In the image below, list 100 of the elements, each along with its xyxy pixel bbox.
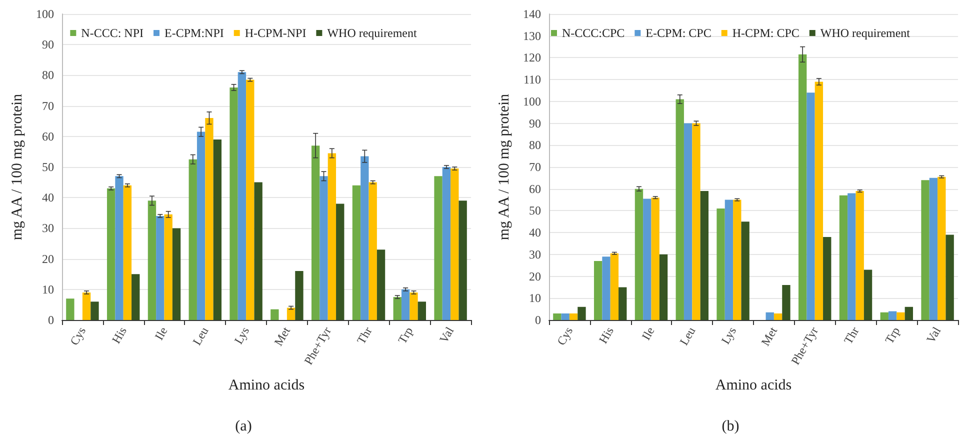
x-axis-title: Amino acids bbox=[228, 378, 305, 394]
y-tick-label: 90 bbox=[529, 116, 541, 130]
bar bbox=[376, 250, 386, 320]
bar bbox=[132, 274, 140, 320]
bar bbox=[806, 92, 815, 320]
y-tick-label: 50 bbox=[42, 160, 54, 174]
bar bbox=[311, 146, 320, 320]
bar bbox=[410, 292, 418, 320]
legend-label: WHO requirement bbox=[820, 26, 911, 40]
bar bbox=[188, 159, 197, 320]
x-tick-label: Ile bbox=[152, 324, 170, 342]
bar bbox=[896, 312, 905, 320]
bar bbox=[692, 123, 700, 320]
y-tick-label: 50 bbox=[529, 204, 541, 218]
x-tick-label: Leu bbox=[676, 324, 698, 348]
bar bbox=[766, 312, 774, 320]
bar bbox=[610, 253, 619, 320]
bar bbox=[66, 298, 74, 320]
bar bbox=[676, 99, 684, 320]
y-tick-label: 40 bbox=[42, 190, 54, 205]
bar bbox=[156, 216, 164, 320]
y-tick-label: 70 bbox=[529, 160, 541, 174]
bar bbox=[578, 306, 586, 320]
y-axis-title: mg AA / 100 mg protein bbox=[496, 93, 513, 240]
bar bbox=[90, 302, 99, 320]
bar bbox=[553, 313, 562, 320]
text: (a) bbox=[235, 418, 252, 434]
bar bbox=[328, 153, 336, 320]
bar bbox=[320, 176, 328, 320]
bar bbox=[458, 200, 467, 320]
bar bbox=[634, 188, 644, 320]
bar bbox=[230, 87, 238, 320]
x-axis-title: Amino acids bbox=[715, 378, 792, 394]
legend-label: H-CPM: CPC bbox=[732, 26, 800, 40]
x-tick-label: Trp bbox=[882, 324, 903, 346]
y-tick-label: 30 bbox=[42, 221, 54, 236]
y-tick-label: 100 bbox=[523, 94, 541, 108]
bar bbox=[946, 234, 954, 320]
legend-label: E-CPM: CPC bbox=[646, 26, 712, 40]
x-tick-label: Ile bbox=[638, 324, 658, 342]
bar bbox=[659, 254, 668, 320]
bar bbox=[921, 180, 930, 320]
bar bbox=[569, 313, 578, 320]
bar bbox=[814, 82, 824, 320]
bar bbox=[880, 312, 888, 320]
x-tick-label: Cys bbox=[554, 324, 576, 348]
y-tick-label: 0 bbox=[48, 313, 54, 327]
y-tick-label: 40 bbox=[529, 226, 541, 240]
x-tick-label: Leu bbox=[190, 324, 212, 348]
bar bbox=[336, 204, 344, 320]
x-tick-label: Lys bbox=[231, 324, 252, 347]
y-tick-label: 10 bbox=[529, 291, 541, 306]
bar bbox=[418, 302, 426, 320]
bar bbox=[700, 191, 709, 320]
bar bbox=[196, 132, 206, 320]
bar bbox=[442, 167, 451, 320]
x-tick-label: His bbox=[108, 324, 130, 346]
y-tick-label: 110 bbox=[523, 72, 541, 87]
bar bbox=[213, 139, 222, 320]
bar bbox=[651, 198, 660, 320]
bar bbox=[368, 182, 377, 320]
x-tick-label: Lys bbox=[718, 324, 740, 347]
bar bbox=[733, 200, 742, 320]
bar bbox=[938, 176, 946, 320]
y-tick-label: 90 bbox=[42, 38, 54, 52]
y-tick-label: 10 bbox=[42, 282, 54, 296]
bar bbox=[904, 306, 914, 320]
legend-label: E-CPM:NPI bbox=[164, 26, 224, 40]
y-tick-label: 20 bbox=[42, 252, 54, 266]
bar bbox=[798, 54, 807, 320]
bar bbox=[106, 188, 116, 320]
bar bbox=[115, 176, 124, 320]
x-tick-label: His bbox=[596, 324, 617, 346]
bar bbox=[401, 289, 410, 320]
y-axis-title: mg AA / 100 mg protein bbox=[10, 93, 26, 240]
legend-label: N-CCC:CPC bbox=[562, 26, 625, 40]
bar bbox=[741, 222, 750, 320]
text: (b) bbox=[722, 418, 740, 434]
bar bbox=[270, 309, 279, 320]
bar bbox=[295, 271, 304, 320]
y-tick-label: 70 bbox=[42, 98, 54, 113]
y-tick-label: 60 bbox=[42, 129, 54, 144]
y-tick-label: 120 bbox=[523, 50, 541, 65]
bar bbox=[724, 200, 734, 320]
x-tick-label: Thr bbox=[354, 324, 375, 346]
bar bbox=[782, 285, 790, 320]
bar bbox=[823, 236, 832, 320]
x-tick-label: Met bbox=[758, 324, 780, 348]
y-tick-label: 140 bbox=[523, 7, 541, 21]
bar bbox=[856, 191, 864, 320]
bar bbox=[393, 297, 402, 320]
bar bbox=[716, 208, 725, 320]
x-tick-label: Thr bbox=[841, 324, 862, 346]
bar bbox=[618, 287, 627, 320]
y-tick-label: 0 bbox=[535, 313, 541, 327]
bar bbox=[848, 193, 856, 320]
x-tick-label: Met bbox=[271, 324, 294, 348]
legend-label: N-CCC: NPI bbox=[81, 26, 144, 40]
bar bbox=[684, 123, 692, 320]
bar bbox=[643, 198, 652, 320]
